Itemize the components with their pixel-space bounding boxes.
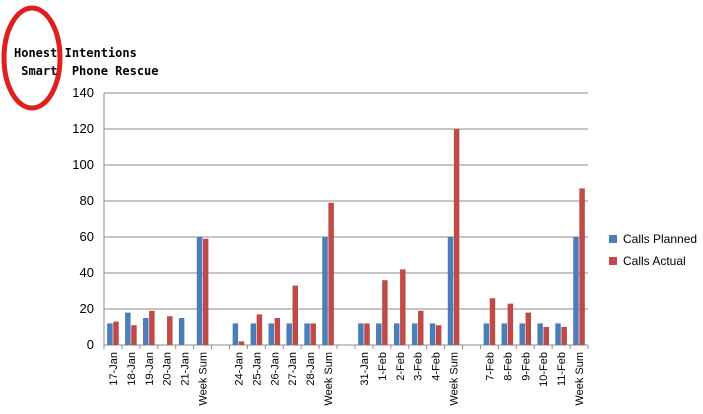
x-tick-label: 11-Feb	[556, 352, 568, 386]
bar-calls-planned	[268, 323, 274, 345]
bar-calls-actual	[131, 325, 137, 345]
x-tick-label: 20-Jan	[162, 352, 174, 386]
bar-calls-planned	[178, 318, 185, 345]
x-tick-label: 9-Feb	[520, 352, 532, 381]
y-tick-label-100: 100	[72, 157, 94, 172]
chart-legend: Calls Planned Calls Actual	[609, 228, 697, 272]
bar-calls-planned	[125, 312, 131, 345]
x-tick-label: 8-Feb	[502, 352, 514, 381]
legend-item-calls-planned: Calls Planned	[609, 228, 697, 250]
bar-calls-actual	[382, 280, 388, 345]
bar-calls-planned	[322, 237, 328, 345]
bar-calls-actual	[400, 269, 406, 345]
y-tick-label-80: 80	[80, 193, 94, 208]
x-tick-label: 4-Feb	[431, 352, 443, 381]
x-tick-label: 2-Feb	[395, 352, 407, 381]
bar-calls-actual	[418, 310, 424, 345]
bar-calls-planned	[376, 323, 382, 345]
bar-calls-actual	[113, 321, 119, 345]
bar-calls-actual	[364, 323, 370, 345]
logo-word-phone-rescue: Phone Rescue	[71, 64, 159, 78]
bar-calls-planned	[555, 323, 561, 345]
bar-calls-actual	[202, 238, 209, 345]
x-tick-label: 10-Feb	[538, 352, 550, 387]
y-tick-label-0: 0	[87, 337, 94, 352]
bar-calls-actual	[525, 312, 532, 345]
logo-word-intentions: Intentions	[64, 46, 137, 60]
bar-calls-actual	[579, 188, 585, 345]
bar-calls-actual	[507, 303, 514, 345]
legend-label-calls-planned: Calls Planned	[623, 232, 698, 246]
x-tick-label: 19-Jan	[144, 352, 156, 386]
bar-calls-actual	[453, 129, 460, 345]
bar-calls-planned	[304, 323, 310, 345]
bar-calls-planned	[411, 323, 418, 345]
x-tick-label: Week Sum	[198, 352, 210, 406]
bar-calls-planned	[447, 237, 454, 345]
x-tick-label: 3-Feb	[413, 352, 425, 381]
bar-calls-planned	[250, 323, 257, 345]
bar-calls-planned	[358, 323, 364, 345]
bar-calls-actual	[435, 325, 442, 345]
legend-label-calls-actual: Calls Actual	[623, 254, 686, 268]
logo-circle	[1, 5, 63, 111]
bar-calls-actual	[489, 298, 496, 345]
logo-word-smart: Smart	[21, 64, 58, 78]
bar-calls-planned	[501, 323, 508, 345]
bar-calls-actual	[274, 318, 281, 345]
x-tick-label: 28-Jan	[305, 352, 317, 386]
y-tick-label-140: 140	[72, 85, 94, 100]
bar-calls-planned	[573, 237, 579, 345]
bar-calls-planned	[393, 323, 400, 345]
bar-calls-planned	[483, 323, 490, 345]
bar-calls-planned	[232, 323, 239, 345]
bar-calls-actual	[561, 327, 567, 345]
logo-text: Honest Intentions Smart Phone Rescue	[14, 44, 159, 80]
x-tick-label: 24-Jan	[233, 352, 245, 386]
x-tick-label: Week Sum	[323, 352, 335, 406]
x-tick-label: 25-Jan	[251, 352, 263, 386]
legend-swatch-calls-planned	[609, 235, 617, 243]
x-tick-label: 17-Jan	[108, 352, 120, 386]
x-tick-label: 31-Jan	[359, 352, 371, 386]
bar-calls-planned	[519, 323, 525, 345]
bar-calls-planned	[537, 323, 543, 345]
bar-calls-actual	[543, 327, 549, 345]
x-tick-label: Week Sum	[574, 352, 586, 406]
x-tick-label: 26-Jan	[269, 352, 281, 386]
bar-calls-actual	[292, 285, 299, 345]
x-tick-label: 1-Feb	[377, 352, 389, 381]
bar-calls-actual	[149, 310, 155, 345]
bar-calls-planned	[143, 318, 149, 345]
bar-calls-actual	[328, 202, 334, 345]
bar-calls-planned	[107, 323, 113, 345]
y-tick-label-40: 40	[80, 265, 94, 280]
x-tick-label: 27-Jan	[287, 352, 299, 386]
x-tick-label: 7-Feb	[484, 352, 496, 381]
bar-calls-actual	[256, 314, 263, 345]
x-tick-label: 21-Jan	[180, 352, 192, 386]
x-tick-label: Week Sum	[449, 352, 461, 406]
bar-calls-planned	[286, 323, 292, 345]
bar-calls-actual	[167, 316, 173, 345]
x-tick-label: 18-Jan	[126, 352, 138, 386]
logo-word-honest: Honest	[14, 46, 58, 60]
legend-item-calls-actual: Calls Actual	[609, 250, 697, 272]
y-tick-label-120: 120	[72, 121, 94, 136]
y-tick-label-60: 60	[80, 229, 94, 244]
bar-calls-actual	[310, 323, 316, 345]
bar-calls-planned	[429, 323, 436, 345]
legend-swatch-calls-actual	[609, 257, 617, 265]
y-tick-label-20: 20	[80, 301, 94, 316]
bar-calls-planned	[196, 237, 203, 345]
bar-calls-actual	[238, 341, 245, 345]
